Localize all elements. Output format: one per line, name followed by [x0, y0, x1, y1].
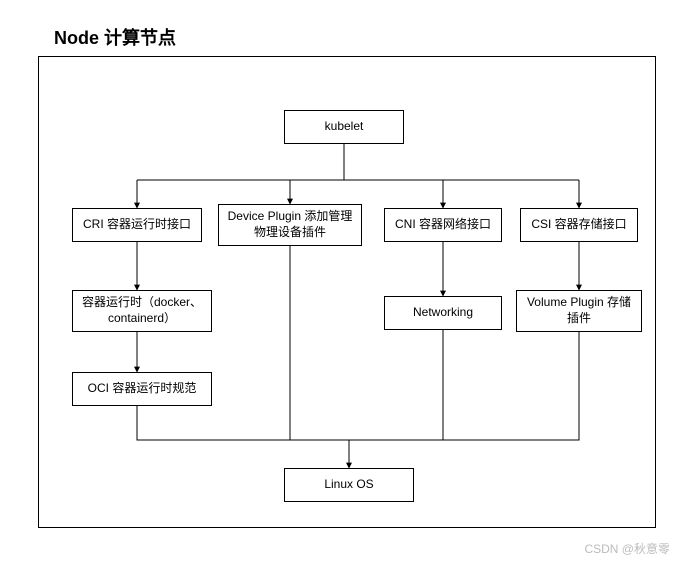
- node-volume: Volume Plugin 存储插件: [516, 290, 642, 332]
- node-device: Device Plugin 添加管理物理设备插件: [218, 204, 362, 246]
- node-linuxos: Linux OS: [284, 468, 414, 502]
- watermark: CSDN @秋意零: [584, 540, 670, 557]
- node-cri: CRI 容器运行时接口: [72, 208, 202, 242]
- node-oci: OCI 容器运行时规范: [72, 372, 212, 406]
- node-runtime: 容器运行时（docker、containerd）: [72, 290, 212, 332]
- node-csi: CSI 容器存储接口: [520, 208, 638, 242]
- node-networking: Networking: [384, 296, 502, 330]
- node-kubelet: kubelet: [284, 110, 404, 144]
- node-cni: CNI 容器网络接口: [384, 208, 502, 242]
- diagram-title: Node 计算节点: [54, 24, 176, 50]
